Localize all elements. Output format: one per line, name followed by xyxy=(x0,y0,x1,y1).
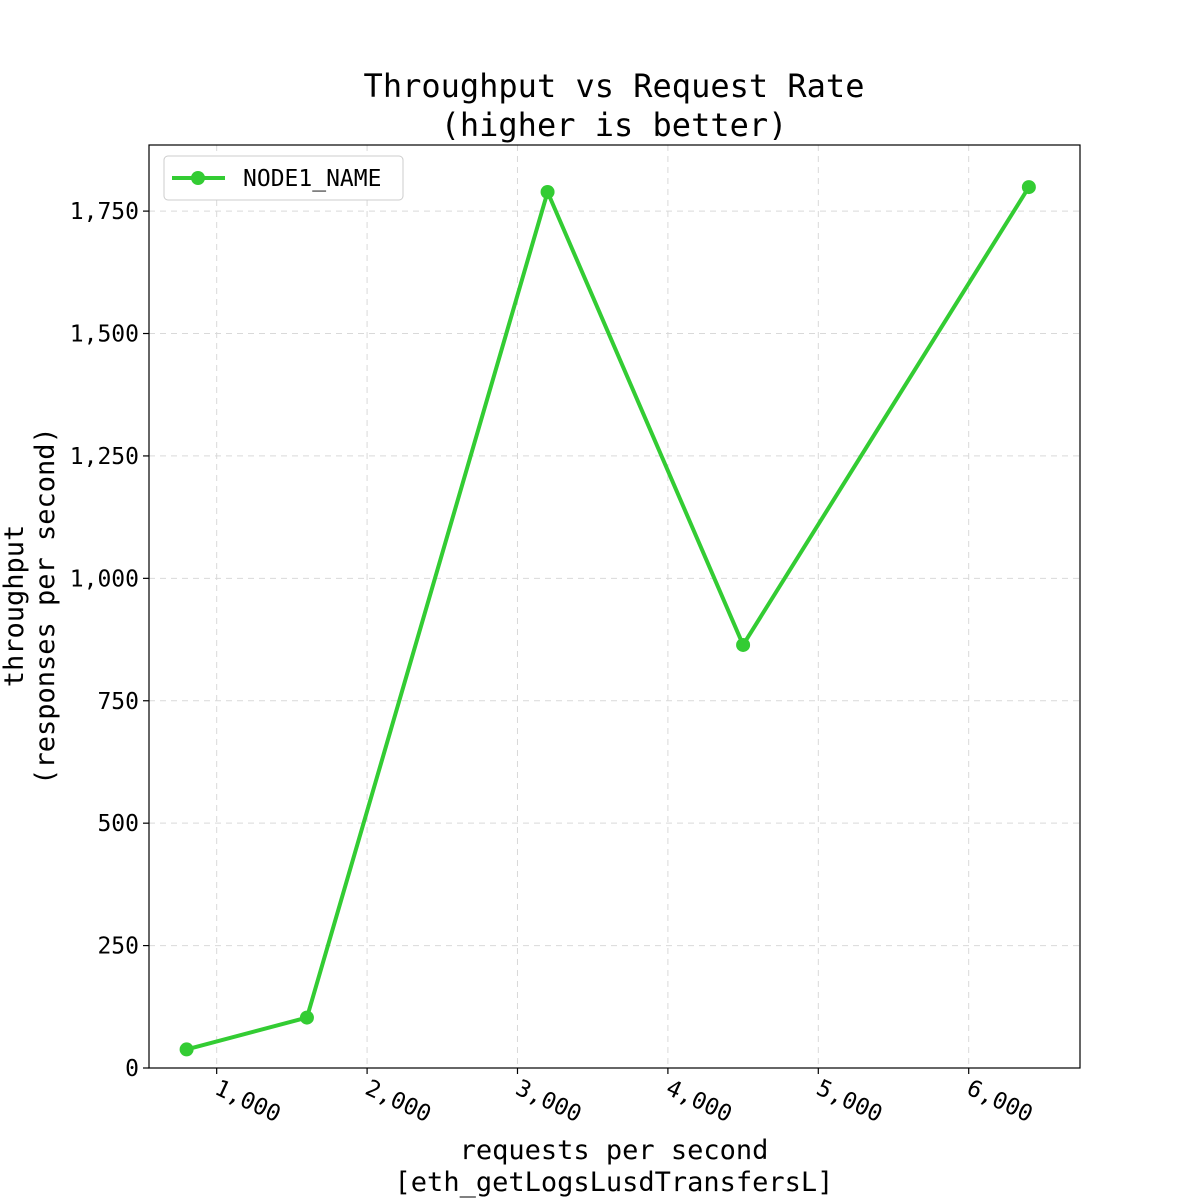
y-tick-label: 250 xyxy=(97,934,139,960)
data-point xyxy=(540,185,555,200)
y-axis: 0 250 500 750 1,000 1,250 1,500 1,750 xyxy=(70,199,149,1082)
x-tick-label: 4,000 xyxy=(662,1075,736,1128)
y-tick-label: 0 xyxy=(125,1056,139,1082)
y-axis-label-line1: throughput xyxy=(0,525,30,688)
y-tick-label: 1,250 xyxy=(70,444,139,470)
data-point xyxy=(299,1010,314,1025)
y-tick-label: 750 xyxy=(97,689,139,715)
x-tick-label: 6,000 xyxy=(963,1075,1037,1128)
x-tick-label: 5,000 xyxy=(812,1075,886,1128)
x-tick-label: 3,000 xyxy=(512,1075,586,1128)
chart-title-line2: (higher is better) xyxy=(441,106,788,144)
x-tick-label: 2,000 xyxy=(361,1075,435,1128)
x-axis: 1,000 2,000 3,000 4,000 5,000 6,000 xyxy=(211,1068,1037,1128)
y-axis-label: throughput (responses per second) xyxy=(0,427,61,785)
plot-frame xyxy=(148,144,1081,1069)
data-point xyxy=(736,637,751,652)
series-layer xyxy=(179,180,1036,1057)
x-tick-label: 1,000 xyxy=(211,1075,285,1128)
legend-entry-node1: NODE1_NAME xyxy=(243,166,381,192)
data-point xyxy=(179,1042,194,1057)
grid xyxy=(149,145,1080,1069)
data-point xyxy=(1021,180,1036,195)
x-axis-label-line2: [eth_getLogsLusdTransfersL] xyxy=(395,1167,834,1198)
y-tick-label: 1,000 xyxy=(70,566,139,592)
y-tick-label: 1,750 xyxy=(70,199,139,225)
chart-title-line1: Throughput vs Request Rate xyxy=(364,67,865,105)
y-tick-label: 1,500 xyxy=(70,322,139,348)
legend-box xyxy=(163,155,404,201)
x-axis-label-line1: requests per second xyxy=(460,1135,769,1166)
legend-dot-marker xyxy=(191,171,205,185)
y-tick-label: 500 xyxy=(97,811,139,837)
series-line xyxy=(186,186,1031,1052)
y-axis-label-line2: (responses per second) xyxy=(30,427,61,785)
legend: NODE1_NAME xyxy=(163,155,404,201)
